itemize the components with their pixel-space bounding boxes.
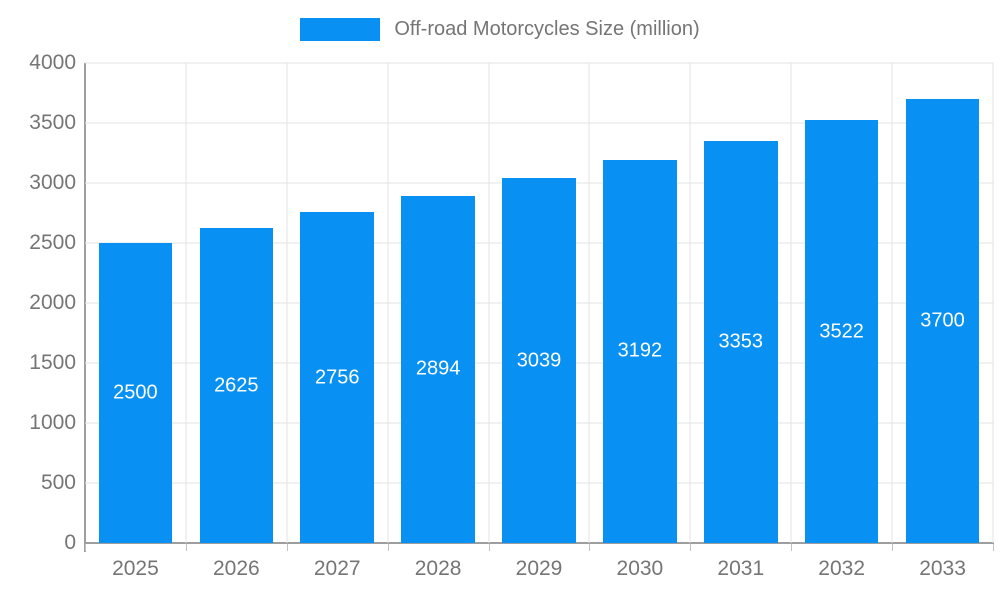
gridline-vertical: [891, 63, 893, 543]
x-axis-tick: [286, 544, 288, 551]
bar-value-label: 2500: [113, 381, 158, 404]
bar-2026[interactable]: 2625: [199, 228, 274, 543]
bar-value-label: 2894: [415, 357, 461, 380]
gridline-horizontal: [85, 62, 993, 64]
bar-value-label: 3353: [718, 330, 764, 353]
x-tick-label-2033: 2033: [919, 557, 966, 580]
bar-value-label: 2756: [314, 366, 360, 389]
bar-2031[interactable]: 3353: [703, 140, 778, 543]
bar-value-label: 3522: [819, 320, 864, 343]
x-axis-tick: [589, 544, 591, 551]
bar-value-label: 3700: [920, 309, 965, 332]
x-axis-tick: [488, 544, 490, 551]
x-tick-label-2029: 2029: [515, 557, 563, 580]
y-axis-line: [84, 63, 86, 552]
x-axis-line: [84, 542, 994, 544]
gridline-vertical: [488, 63, 490, 543]
x-axis-tick: [791, 544, 793, 551]
bar-2028[interactable]: 2894: [401, 195, 475, 543]
y-axis-tick-labels: 0 500 1000 1500 2000 2500 3000 3500 4000: [0, 51, 76, 554]
y-tick-label: 1000: [29, 411, 76, 434]
y-tick-label: 500: [40, 471, 76, 494]
x-tick-label-2027: 2027: [313, 557, 361, 580]
x-tick-label-2025: 2025: [112, 557, 159, 580]
x-axis-tick: [387, 544, 389, 551]
bar-2029[interactable]: 3039: [502, 178, 576, 543]
y-tick-label: 1500: [29, 351, 76, 374]
legend-swatch: [300, 18, 381, 41]
bar-2027[interactable]: 2756: [300, 212, 375, 543]
gridline-vertical: [790, 63, 792, 543]
x-tick-label-2032: 2032: [818, 557, 866, 580]
y-tick-label: 3500: [29, 111, 76, 134]
x-axis-tick: [892, 544, 894, 551]
bar-value-label: 3192: [617, 339, 663, 362]
bar-2025[interactable]: 2500: [98, 243, 173, 543]
gridline-horizontal: [85, 122, 993, 124]
y-tick-label: 3000: [29, 171, 76, 194]
x-tick-label-2031: 2031: [717, 557, 765, 580]
y-tick-label: 2500: [29, 231, 76, 254]
x-axis-tick: [993, 544, 994, 551]
bar-2032[interactable]: 3522: [804, 120, 879, 543]
y-tick-label: 0: [64, 531, 76, 554]
x-tick-label-2028: 2028: [414, 557, 462, 580]
legend-item[interactable]: Off-road Motorcycles Size (million): [300, 18, 700, 41]
x-axis-tick: [690, 544, 692, 551]
x-axis-tick: [85, 544, 86, 551]
x-tick-label-2026: 2026: [212, 557, 260, 580]
plot-area: 2500 2625 2756 2894 3039 3192 3353 3522 3700: [85, 62, 994, 543]
gridline-vertical: [387, 63, 389, 543]
gridline-vertical: [992, 63, 994, 543]
gridline-vertical: [689, 63, 691, 543]
legend-label: Off-road Motorcycles Size (million): [394, 18, 700, 40]
x-axis-tick: [185, 544, 187, 551]
gridline-vertical: [185, 63, 187, 543]
gridline-vertical: [286, 63, 288, 543]
bar-value-label: 3039: [516, 349, 562, 372]
bar-value-label: 2625: [214, 374, 259, 396]
y-tick-label: 2000: [29, 291, 76, 314]
y-tick-label: 4000: [29, 51, 76, 74]
x-axis-tick-labels: 2025 2026 2027 2028 2029 2030 2031 2032 2033: [85, 557, 993, 587]
x-tick-label-2030: 2030: [616, 557, 664, 580]
chart-legend: Off-road Motorcycles Size (million): [0, 18, 1000, 41]
gridline-vertical: [588, 63, 590, 543]
bar-2033[interactable]: 3700: [905, 99, 980, 543]
bar-2030[interactable]: 3192: [603, 159, 677, 543]
